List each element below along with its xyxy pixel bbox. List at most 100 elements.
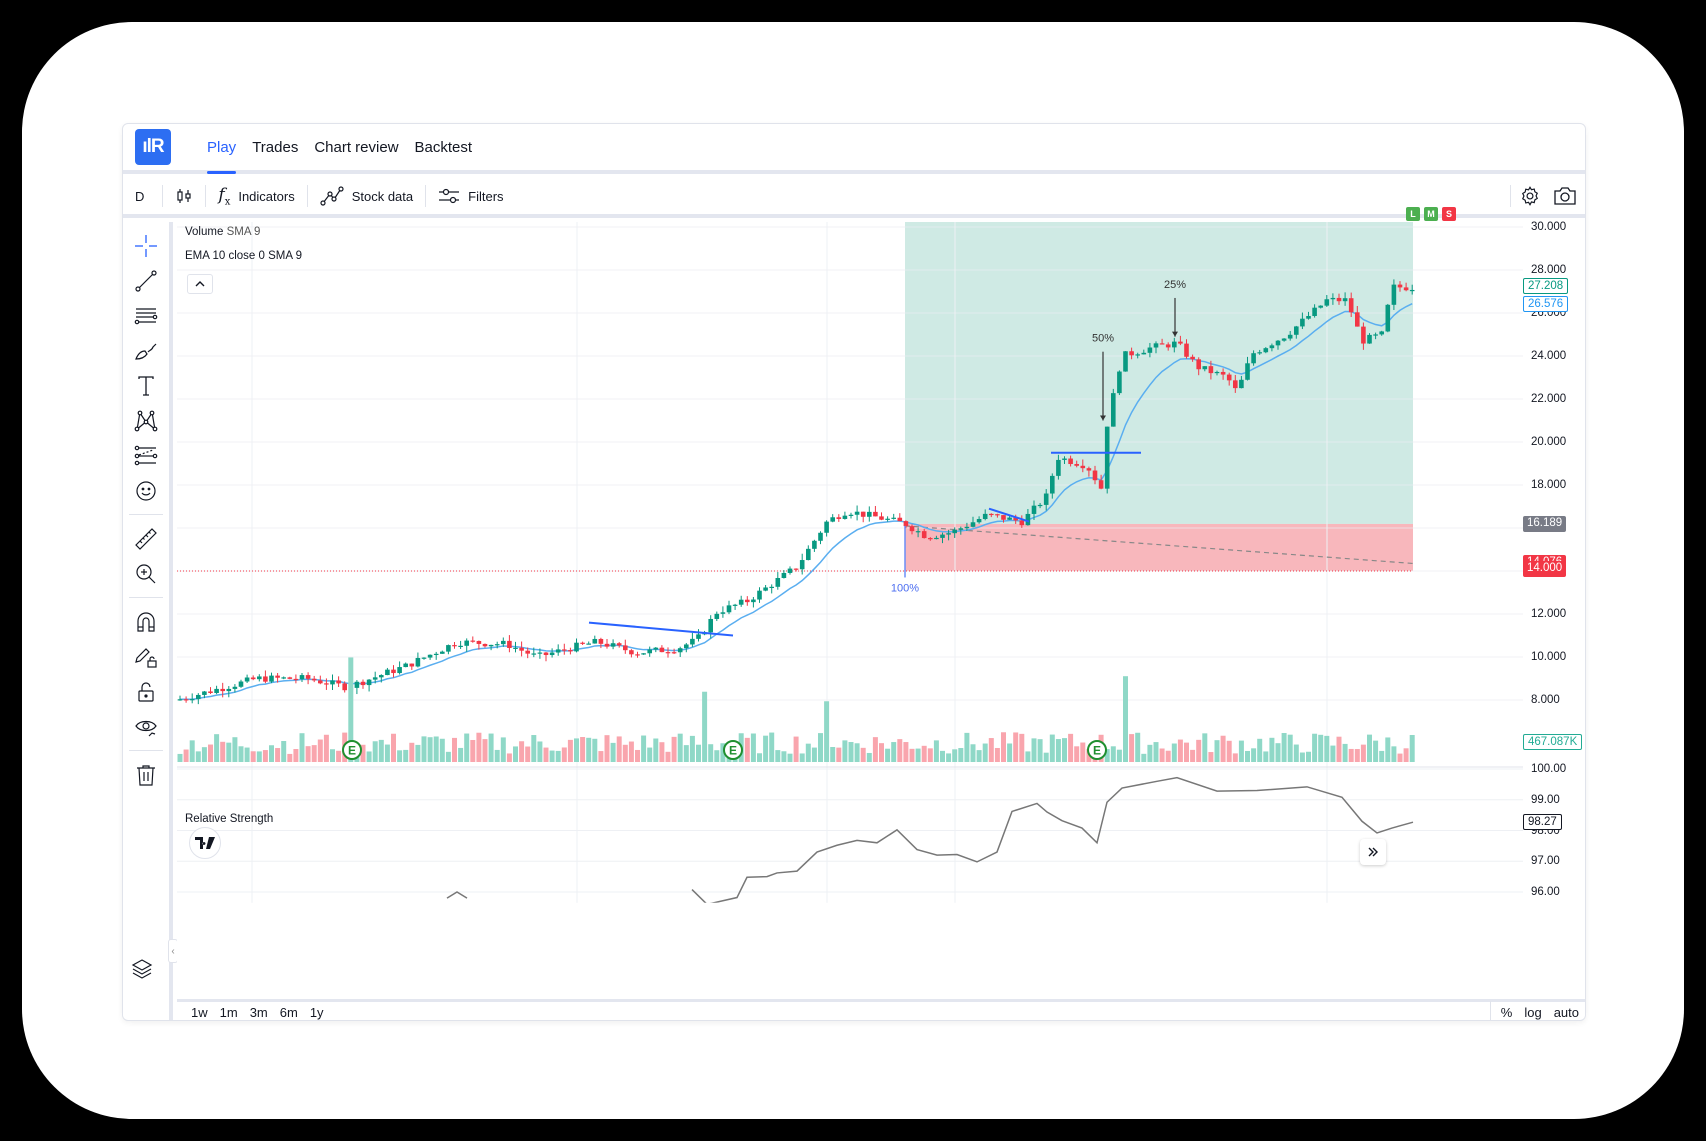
magnet-icon (137, 611, 155, 632)
chevron-up-icon (195, 281, 205, 287)
trend-line-tool[interactable] (128, 263, 164, 298)
main-tabs: Play Trades Chart review Backtest (199, 124, 480, 174)
tradingview-icon (195, 837, 215, 849)
rs-tick: 97.00 (1531, 855, 1560, 868)
filters-label: Filters (468, 188, 504, 204)
tab-backtest[interactable]: Backtest (414, 138, 473, 156)
percent-scale-toggle[interactable]: % (1500, 1004, 1513, 1020)
magnet-tool[interactable] (128, 604, 164, 639)
zoom-in-tool[interactable] (128, 556, 164, 591)
collapse-legend-button[interactable] (187, 274, 213, 294)
app-logo[interactable]: ılR (135, 129, 171, 165)
pattern-icon (134, 410, 158, 431)
app-window: ılR Play Trades Chart review Backtest D … (122, 123, 1586, 1021)
rs-value-badge: 98.27 (1523, 814, 1562, 831)
rs-tick: 100.00 (1531, 763, 1567, 775)
badge-l[interactable]: L (1406, 207, 1420, 221)
stock-data-label: Stock data (351, 188, 414, 204)
emoji-tool[interactable] (128, 473, 164, 508)
text-tool[interactable] (128, 368, 164, 403)
tab-chart-review[interactable]: Chart review (314, 138, 399, 156)
price-chart[interactable]: 100% 50% 25% E E E (177, 222, 1523, 999)
log-scale-toggle[interactable]: log (1524, 1004, 1542, 1020)
fib-tool[interactable] (128, 438, 164, 473)
crosshair-icon (135, 234, 157, 257)
range-3m[interactable]: 3m (249, 1004, 268, 1020)
stop-level-badge: 14.000 (1523, 561, 1567, 577)
svg-text:E: E (348, 744, 356, 758)
range-1y[interactable]: 1y (309, 1004, 324, 1020)
badge-m[interactable]: M (1424, 207, 1438, 221)
ema-badge: 26.576 (1523, 295, 1569, 312)
indicators-label: Indicators (238, 188, 295, 204)
divider (129, 750, 163, 751)
svg-text:25%: 25% (1164, 279, 1186, 291)
divider (306, 185, 308, 207)
text-icon (138, 375, 154, 396)
gear-icon (1521, 186, 1539, 206)
object-tree-button[interactable] (130, 957, 154, 986)
auto-scale-toggle[interactable]: auto (1553, 1004, 1579, 1020)
price-tick: 22.000 (1531, 393, 1567, 405)
range-1m[interactable]: 1m (219, 1004, 238, 1020)
price-tick: 8.000 (1531, 694, 1560, 706)
interval-button[interactable]: D (123, 178, 162, 214)
divider (425, 185, 427, 207)
svg-text:E: E (729, 744, 737, 758)
profit-zone (905, 222, 1413, 524)
filters-button[interactable]: Filters (426, 178, 515, 214)
settings-button[interactable] (1511, 178, 1549, 214)
volume-legend: Volume SMA 9 (185, 226, 260, 238)
chart-canvas[interactable]: 100% 50% 25% E E E (177, 222, 1523, 999)
interval-label: D (135, 188, 145, 204)
divider (129, 514, 163, 515)
price-tick: 10.000 (1531, 651, 1567, 663)
stock-data-button[interactable]: Stock data (308, 178, 425, 214)
price-tick: 24.000 (1531, 350, 1567, 362)
toolbar-right (1510, 178, 1585, 214)
indicators-button[interactable]: fx Indicators (206, 178, 306, 214)
measure-tool[interactable] (128, 521, 164, 556)
drawing-toolbar (123, 222, 173, 1020)
tradingview-logo[interactable] (189, 827, 221, 859)
price-tick: 18.000 (1531, 479, 1567, 491)
tab-trades[interactable]: Trades (252, 138, 299, 156)
crosshair-tool[interactable] (128, 228, 164, 263)
scroll-to-realtime-button[interactable] (1360, 839, 1386, 865)
stock-data-icon (320, 186, 344, 206)
unlock-icon (138, 681, 154, 702)
unlock-tool[interactable] (128, 674, 164, 709)
tab-play[interactable]: Play (199, 124, 244, 174)
app-header: ılR Play Trades Chart review Backtest (123, 124, 1585, 174)
price-axis[interactable]: 30.000 28.000 26.000 24.000 22.000 20.000 18.0… (1523, 221, 1585, 999)
hide-tool[interactable] (128, 709, 164, 744)
sliders-icon (439, 188, 460, 204)
remove-drawings-tool[interactable] (128, 757, 164, 792)
rs-legend: Relative Strength (185, 813, 274, 825)
volume-params: SMA 9 (226, 226, 261, 238)
range-6m[interactable]: 6m (279, 1004, 298, 1020)
divider (205, 185, 207, 207)
pattern-tool[interactable] (128, 403, 164, 438)
trend-line-icon (135, 269, 157, 292)
price-tick: 20.000 (1531, 436, 1567, 448)
badge-s[interactable]: S (1442, 207, 1456, 221)
lock-drawings-tool[interactable] (128, 639, 164, 674)
trash-icon (137, 764, 155, 786)
eye-icon (135, 720, 157, 736)
screenshot-button[interactable] (1549, 178, 1585, 214)
ema-line (179, 302, 1413, 701)
svg-text:E: E (1093, 744, 1101, 758)
brush-tool[interactable] (128, 333, 164, 368)
entry-price-badge: 16.189 (1523, 515, 1567, 532)
range-1w[interactable]: 1w (191, 1004, 208, 1020)
horizontal-lines-tool[interactable] (128, 298, 164, 333)
chart-type-button[interactable] (163, 178, 205, 214)
function-icon: fx (218, 184, 231, 208)
pencil-lock-icon (135, 647, 157, 668)
scale-options: % log auto (1489, 1001, 1585, 1020)
emoji-icon (136, 480, 156, 501)
ema-legend: EMA 10 close 0 SMA 9 (185, 250, 302, 262)
divider (129, 597, 163, 598)
candlestick-icon (177, 189, 191, 203)
